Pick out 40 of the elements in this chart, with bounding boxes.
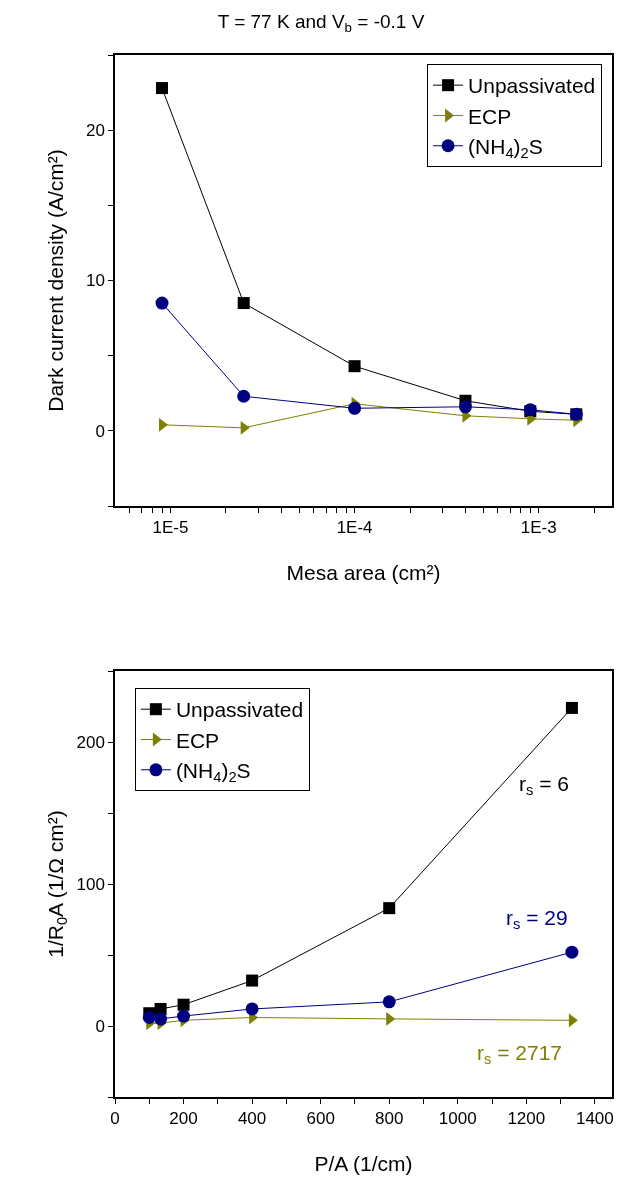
legend-label: ECP (175, 728, 220, 752)
legend-label: Unpassivated (468, 74, 596, 98)
x-tick-label: 1E-3 (520, 518, 557, 538)
point (565, 701, 578, 714)
legend-label: (NH$_{4}$)$_{2}$S (175, 758, 251, 786)
x-tick-label: 1400 (575, 1109, 614, 1129)
x-tick-label: 1000 (438, 1109, 477, 1129)
x-tick-label: 400 (237, 1109, 267, 1129)
y-tick-label: 200 (76, 732, 105, 752)
chart-title: T = 77 K and V$_{b}$ = -0.1 V (217, 11, 425, 36)
x-tick-label: 1E-4 (336, 518, 373, 538)
annotation: r$_{s}$ = 2717 (477, 1041, 562, 1068)
x-tick-label: 600 (306, 1109, 335, 1129)
point (154, 1012, 168, 1026)
point (177, 1009, 191, 1023)
annotation: r$_{s}$ = 6 (519, 772, 569, 799)
point (142, 1010, 156, 1024)
x-tick-label: 200 (169, 1109, 198, 1129)
point (382, 995, 396, 1009)
x-axis-title: P/A (1/cm) (314, 1151, 413, 1175)
x-tick-label: 1E-5 (152, 518, 189, 538)
x-axis-title: Mesa area (cm²) (286, 560, 441, 584)
point (177, 998, 190, 1011)
y-tick-label: 0 (95, 1016, 105, 1036)
x-tick-label: 1200 (507, 1109, 546, 1129)
y-tick-label: 20 (85, 121, 105, 141)
point (383, 902, 396, 915)
y-tick-label: 100 (76, 874, 105, 894)
legend-label: (NH$_{4}$)$_{2}$S (468, 134, 543, 162)
legend-label: Unpassivated (175, 698, 304, 722)
x-tick-label: 800 (375, 1109, 404, 1129)
y-axis-title: Dark current density (A/cm²) (43, 149, 67, 412)
legend-label: ECP (468, 104, 512, 128)
x-tick-label: 0 (110, 1109, 120, 1129)
annotation: r$_{s}$ = 29 (506, 906, 568, 933)
point (565, 945, 579, 959)
y-tick-label: 0 (95, 421, 105, 441)
y-tick-label: 10 (85, 271, 105, 291)
point (246, 974, 259, 987)
point (245, 1002, 259, 1016)
